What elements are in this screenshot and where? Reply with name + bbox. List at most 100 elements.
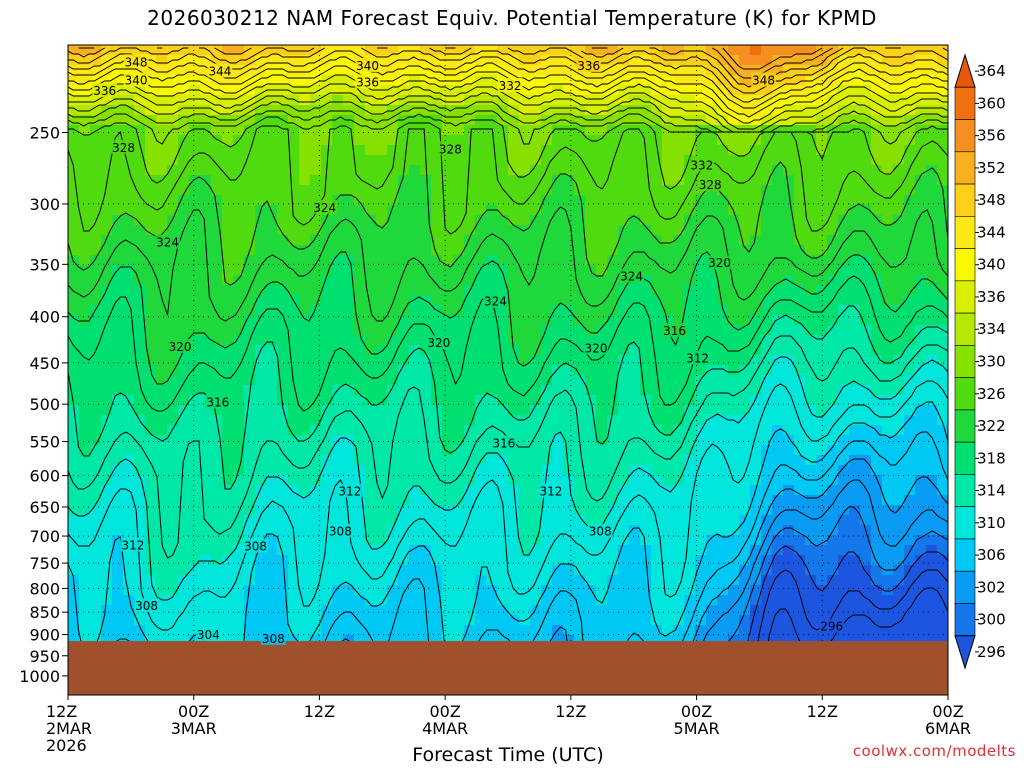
x-tick-label: 3MAR <box>171 719 217 738</box>
colorbar-label: 348 <box>977 191 1006 209</box>
colorbar-label: 296 <box>977 643 1006 661</box>
contour-label-text: 320 <box>585 342 608 356</box>
colorbar-swatch <box>954 183 976 217</box>
contour-label: 308 <box>134 598 159 613</box>
contour-label-text: 332 <box>499 79 522 93</box>
contour-label-text: 312 <box>338 485 361 499</box>
colorbar-label: 314 <box>977 482 1006 500</box>
contour-line <box>68 101 948 133</box>
y-tick-label: 550 <box>29 433 60 452</box>
contour-line <box>753 569 948 670</box>
contour-label: 308 <box>243 538 268 554</box>
contour-line <box>68 128 948 286</box>
colorbar-label: 326 <box>977 385 1006 403</box>
contour-label-text: 308 <box>589 525 612 539</box>
colorbar-swatch <box>954 119 976 153</box>
x-tick-label: 2026 <box>46 736 87 755</box>
x-tick-label: 6MAR <box>925 719 971 738</box>
contour-label-text: 340 <box>125 74 148 88</box>
contour-label: 348 <box>123 54 149 69</box>
contour-label: 328 <box>111 139 136 155</box>
y-tick-label: 950 <box>29 647 60 666</box>
colorbar-swatch <box>954 506 976 540</box>
colorbar-swatch <box>954 377 976 411</box>
y-tick-label: 1000 <box>19 667 60 686</box>
colorbar-label: 334 <box>977 320 1006 338</box>
contour-label-text: 328 <box>439 142 462 156</box>
contour-label-text: 320 <box>169 340 192 354</box>
contour-label: 312 <box>685 350 711 365</box>
contour-label: 308 <box>587 523 613 539</box>
colorbar-swatch <box>954 441 976 475</box>
colorbar-label: 360 <box>977 94 1006 112</box>
plot-frame <box>67 44 949 696</box>
contour-line <box>758 587 948 691</box>
y-tick-label: 750 <box>29 554 60 573</box>
colorbar-swatch <box>954 280 976 314</box>
colorbar-swatch <box>954 216 976 249</box>
pressure-axis: 250 300 350 400 450 500 550 600 650 700 750 800 850 9… <box>19 123 68 686</box>
contour-line <box>68 47 948 94</box>
colorbar-swatch <box>954 409 976 443</box>
contour-label: 336 <box>355 74 381 89</box>
colorbar-label: 352 <box>977 159 1006 177</box>
x-tick-label: 12Z <box>807 702 838 721</box>
contour-label: 332 <box>689 157 715 173</box>
contour-labels: 348 344 340 336 340 336 336 332 348 328 328 332 328 3… <box>92 54 845 646</box>
y-tick-label: 600 <box>29 467 60 486</box>
contour-label: 296 <box>819 618 845 634</box>
contour-label: 340 <box>355 57 381 73</box>
theta-e-field <box>68 45 948 695</box>
y-tick-label: 400 <box>29 308 60 327</box>
contour-label-text: 308 <box>244 540 267 554</box>
y-tick-label: 450 <box>29 354 60 373</box>
contour-label: 320 <box>426 335 452 350</box>
colorbar-label: 310 <box>977 514 1006 532</box>
contour-label-text: 340 <box>356 59 379 73</box>
y-tick-label: 500 <box>29 395 60 414</box>
contour-label-text: 308 <box>135 599 158 613</box>
colorbar-label: 306 <box>977 546 1006 564</box>
contour-label-text: 348 <box>125 55 148 69</box>
x-tick-label: 00Z <box>681 702 712 721</box>
colorbar-swatch <box>954 151 976 185</box>
contour-label: 308 <box>327 523 353 539</box>
contour-line <box>68 92 948 133</box>
contour-label-text: 324 <box>620 269 643 283</box>
contour-label: 332 <box>497 77 523 93</box>
colorbar-label: 330 <box>977 353 1006 371</box>
x-tick-label: 00Z <box>932 702 963 721</box>
contour-label: 324 <box>619 268 645 283</box>
contour-label: 324 <box>483 293 508 309</box>
colorbar-swatch <box>954 570 976 604</box>
colorbar-arrow-bottom <box>954 635 976 670</box>
colorbar-label: 356 <box>977 127 1006 145</box>
contour-label: 344 <box>207 63 233 79</box>
y-tick-label: 900 <box>29 626 60 645</box>
colorbar-swatch <box>954 86 976 120</box>
colorbar-label: 364 <box>977 62 1006 80</box>
contour-label: 324 <box>155 234 180 249</box>
contour-label: 320 <box>583 340 609 356</box>
credit-text: coolwx.com/modelts <box>852 742 1016 760</box>
x-tick-label: 2MAR <box>46 719 92 738</box>
y-tick-label: 850 <box>29 603 60 622</box>
x-tick-label: 00Z <box>178 702 209 721</box>
colorbar-label: 344 <box>977 223 1006 241</box>
contour-line <box>738 545 948 691</box>
contour-label-text: 296 <box>820 620 843 634</box>
contour-label: 328 <box>697 177 723 192</box>
contour-label-text: 332 <box>690 159 713 173</box>
contour-label-text: 324 <box>484 295 507 309</box>
contour-label: 316 <box>662 323 687 338</box>
colorbar-label: 302 <box>977 578 1006 596</box>
contour-line <box>68 380 948 631</box>
contour-line <box>68 275 948 412</box>
contour-label-text: 348 <box>752 74 775 88</box>
contour-label: 336 <box>576 57 602 73</box>
chart-title: 2026030212 NAM Forecast Equiv. Potential… <box>147 6 877 30</box>
x-tick-label: 12Z <box>304 702 335 721</box>
contour-label-text: 312 <box>539 485 562 499</box>
colorbar-label: 336 <box>977 288 1006 306</box>
